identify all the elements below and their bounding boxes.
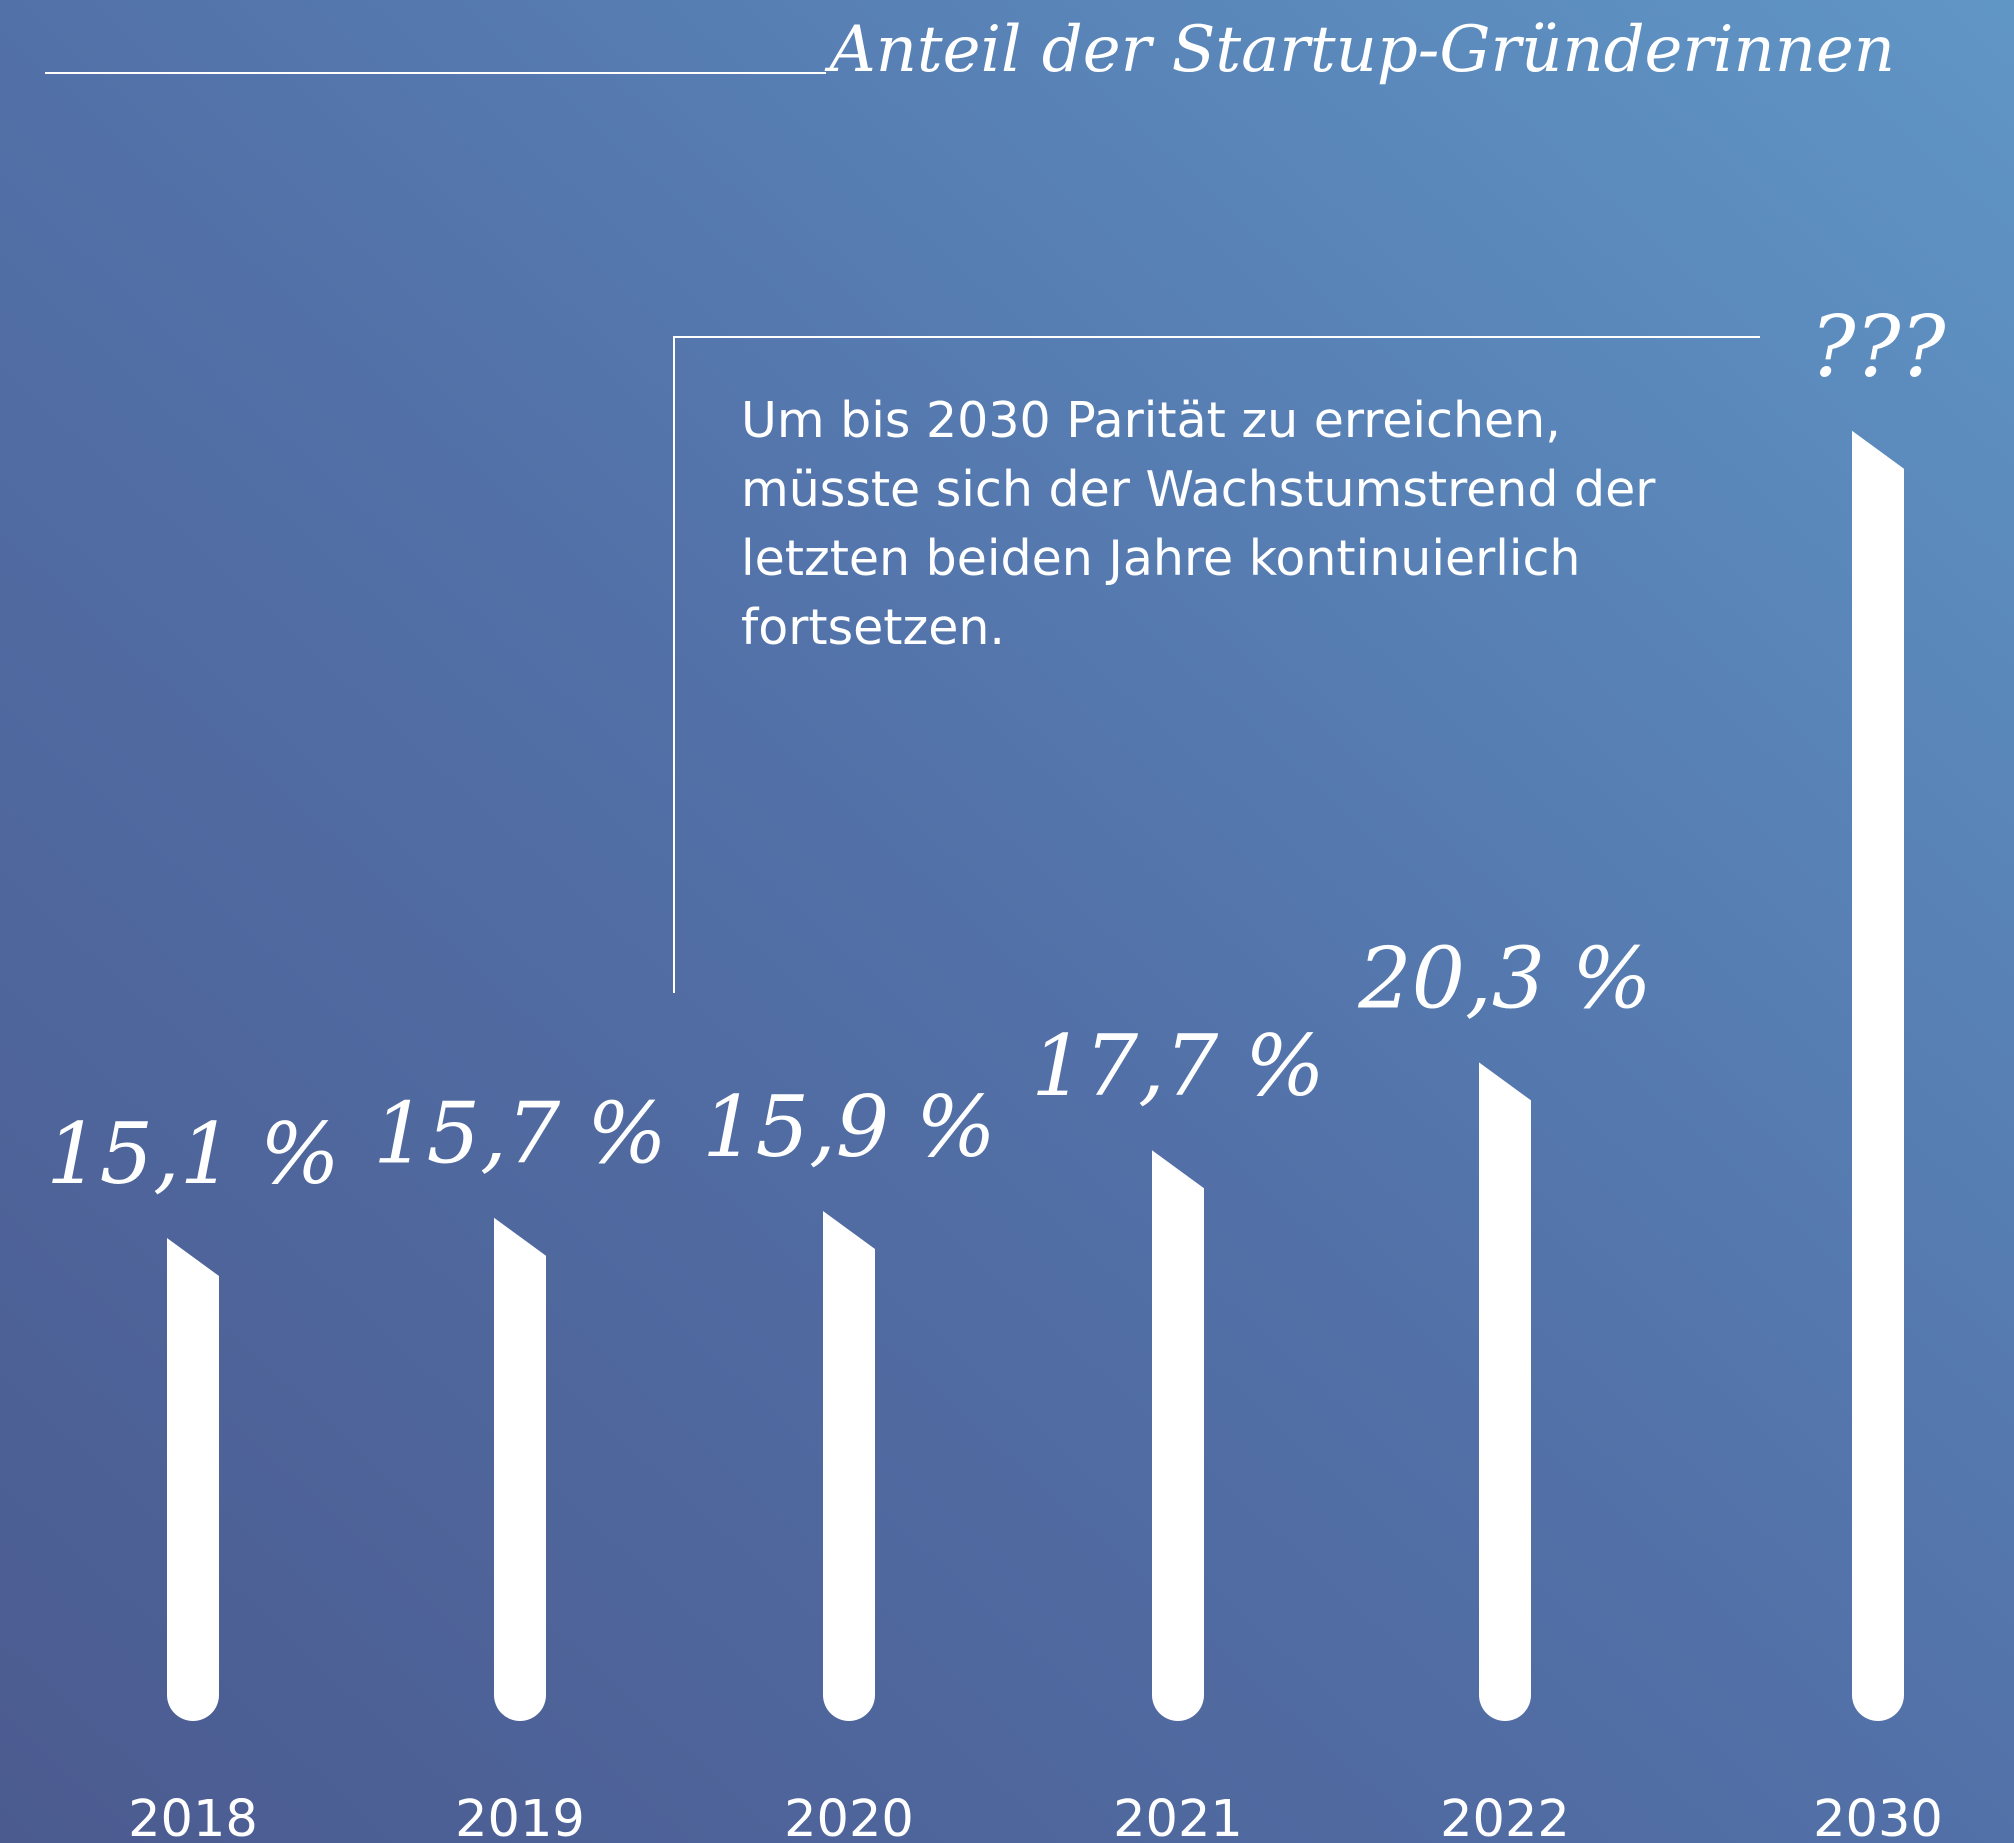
annotation-line: Um bis 2030 Parität zu erreichen, [741, 392, 1561, 449]
x-tick-label: 2018 [128, 1790, 258, 1843]
value-label: 17,7 % [1031, 1017, 1325, 1115]
bar [823, 1210, 875, 1721]
x-tick-label: 2020 [784, 1790, 914, 1843]
bar [1152, 1150, 1204, 1721]
bar [1479, 1062, 1531, 1721]
x-tick-label: 2021 [1113, 1790, 1243, 1843]
x-tick-label: 2019 [455, 1790, 585, 1843]
value-label: 20,3 % [1357, 929, 1652, 1027]
value-label: 15,1 % [46, 1105, 340, 1203]
annotation-line: letzten beiden Jahre kontinuierlich [741, 530, 1580, 587]
chart-title: Anteil der Startup-Gründerinnen [824, 13, 1895, 87]
value-label: 15,9 % [702, 1078, 996, 1176]
bar [494, 1217, 546, 1721]
bar [1852, 430, 1904, 1721]
annotation-bracket [673, 336, 1760, 993]
x-tick-label: 2030 [1813, 1790, 1943, 1843]
annotation-line: müsste sich der Wachstumstrend der [741, 461, 1656, 518]
bar [167, 1238, 219, 1721]
annotation-line: fortsetzen. [741, 599, 1005, 656]
value-label: ??? [1810, 298, 1946, 396]
x-tick-label: 2022 [1440, 1790, 1570, 1843]
value-label: 15,7 % [373, 1085, 667, 1183]
